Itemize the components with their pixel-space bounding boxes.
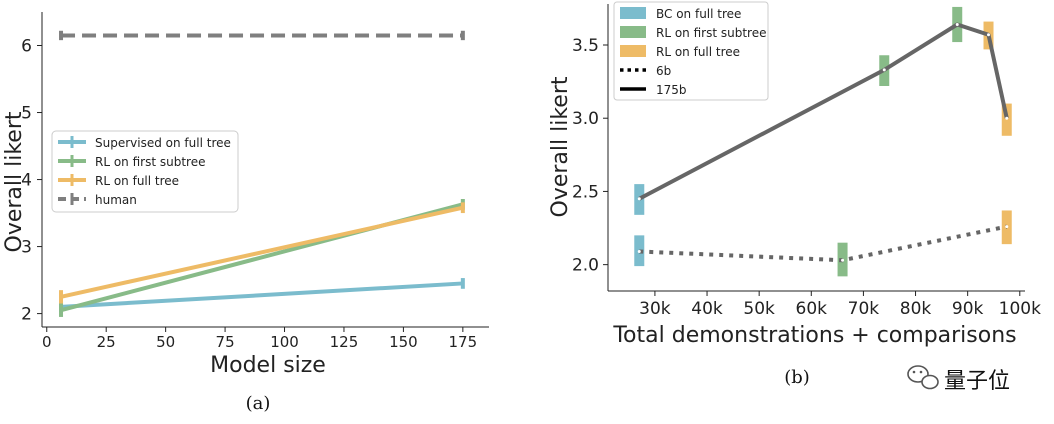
x-tick-label: 70k <box>848 299 880 319</box>
data-point-6b <box>841 258 845 262</box>
y-tick-label: 2 <box>21 305 32 325</box>
y-tick-label: 6 <box>21 37 32 57</box>
x-tick-label: 150 <box>389 333 418 351</box>
legend: Supervised on full tree RL on first subtr… <box>51 130 239 213</box>
data-point-175b <box>955 23 959 26</box>
x-tick-label: 60k <box>796 299 828 319</box>
x-tick-label: 100k <box>999 299 1041 319</box>
legend: BC on full tree RL on first subtree RL on … <box>613 1 769 101</box>
x-tick-label: 30k <box>639 299 671 319</box>
legend-label-rl-on-first-subtree: RL on first subtree <box>95 155 205 169</box>
legend-label-rl-on-first-subtree: RL on first subtree <box>656 26 766 40</box>
watermark-text: 量子位 <box>944 369 1010 394</box>
y-axis-label: Overall likert <box>2 111 27 252</box>
x-tick-label: 50k <box>743 299 775 319</box>
legend-swatch-rl-on-first-subtree <box>620 26 646 38</box>
data-point-175b <box>637 197 641 201</box>
x-tick-label: 90k <box>952 299 984 319</box>
legend-label-supervised-on-full-tree: Supervised on full tree <box>95 136 231 150</box>
data-point-6b <box>637 249 641 253</box>
y-tick-label: 3.0 <box>572 109 599 129</box>
x-tick-label: 80k <box>900 299 932 319</box>
x-tick-label: 125 <box>330 333 359 351</box>
series-line-supervised-on-full-tree <box>60 281 463 309</box>
legend-label-bc-on-full-tree: BC on full tree <box>656 7 741 21</box>
data-point-6b <box>1005 225 1009 229</box>
wechat-bubble-large <box>907 365 929 383</box>
y-tick-label: 3.5 <box>572 36 599 56</box>
x-tick-label: 0 <box>42 333 52 351</box>
panel-label-a: (a) <box>246 393 271 414</box>
legend-swatch-rl-on-full-tree <box>620 45 646 57</box>
legend-box <box>613 1 769 101</box>
y-tick-label: 3 <box>21 238 32 258</box>
y-tick-label: 2.5 <box>572 182 599 202</box>
legend-label-rl-on-full-tree: RL on full tree <box>656 45 740 59</box>
legend-box <box>51 130 239 213</box>
y-tick-label: 5 <box>21 104 32 124</box>
legend-label-human: human <box>95 193 137 207</box>
data-point-175b <box>882 68 886 72</box>
y-tick-label: 2.0 <box>572 256 599 276</box>
wechat-icon <box>907 365 939 390</box>
legend-label-6b: 6b <box>656 64 671 78</box>
panel-b: 30k 40k 50k 60k 70k 80k 90k 100k 2.0 2.5 3.0 3.5 Tot… <box>548 1 1041 388</box>
wechat-bubble-small <box>921 374 939 390</box>
wechat-eye <box>919 370 923 374</box>
x-tick-label: 175 <box>449 333 478 351</box>
data-point-175b <box>987 33 991 37</box>
x-tick-label: 25 <box>97 333 116 351</box>
x-tick-label: 100 <box>270 333 299 351</box>
data-point-175b <box>1005 116 1009 120</box>
series-line-6b <box>639 224 1008 263</box>
panel-label-b: (b) <box>784 367 810 388</box>
series-line-rl-on-full-tree <box>60 205 464 299</box>
x-tick-label: 75 <box>216 333 235 351</box>
wechat-eye <box>912 370 916 374</box>
watermark: 量子位 <box>907 365 1010 394</box>
x-tick-label: 50 <box>156 333 175 351</box>
x-axis-label: Total demonstrations + comparisons <box>612 323 1016 348</box>
y-tick-label: 4 <box>21 171 32 191</box>
legend-label-rl-on-full-tree: RL on full tree <box>95 174 179 188</box>
x-tick-label: 40k <box>691 299 723 319</box>
panel-a: 0 25 50 75 100 125 150 175 2 3 4 5 6 Model size Overal… <box>2 12 489 414</box>
x-axis-label: Model size <box>210 353 326 378</box>
legend-swatch-bc-on-full-tree <box>620 7 646 19</box>
legend-label-175b: 175b <box>656 83 687 97</box>
y-axis-label: Overall likert <box>548 76 573 217</box>
